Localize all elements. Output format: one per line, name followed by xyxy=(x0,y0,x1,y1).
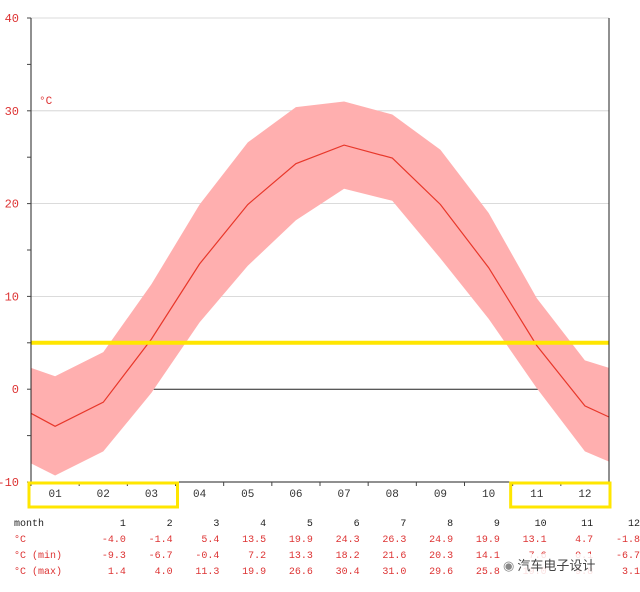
table-cell: 31.0 xyxy=(382,566,407,578)
table-cell: 29.6 xyxy=(429,566,454,578)
table-cell: 19.9 xyxy=(288,534,313,546)
table-month: 2 xyxy=(166,518,173,530)
x-tick-label: 07 xyxy=(337,489,350,501)
month-highlights xyxy=(27,481,612,509)
row-label: °C (min) xyxy=(14,550,63,562)
table-header-label: month xyxy=(14,518,45,530)
table-header-row: month 1 2 3 4 5 6 7 8 9 10 11 12 xyxy=(14,516,640,532)
table-cell: -1.4 xyxy=(148,534,173,546)
table-cell: 5.4 xyxy=(201,534,220,546)
table-cell: 4.0 xyxy=(154,566,173,578)
x-tick-label: 06 xyxy=(289,489,302,501)
x-tick-label: 08 xyxy=(386,489,399,501)
x-tick-label: 02 xyxy=(97,489,110,501)
min-max-band xyxy=(31,101,609,476)
month-highlight-box xyxy=(509,481,612,509)
y-tick-label: 20 xyxy=(5,198,19,212)
table-month: 12 xyxy=(627,518,640,530)
table-cell: 24.9 xyxy=(429,534,454,546)
table-month: 3 xyxy=(213,518,220,530)
y-tick-label: 0 xyxy=(12,383,19,397)
x-tick-label: 04 xyxy=(193,489,207,501)
mean-temperature-line xyxy=(30,144,610,427)
unit-label: °C xyxy=(39,96,53,108)
row-label: °C (max) xyxy=(14,566,63,578)
table-cell: 3.1 xyxy=(621,566,640,578)
table-cell: -0.4 xyxy=(195,550,220,562)
table-cell: 1.4 xyxy=(107,566,126,578)
table-cell: -9.3 xyxy=(101,550,126,562)
x-tick-label: 01 xyxy=(48,489,62,501)
wechat-icon: ◉ xyxy=(503,558,515,573)
table-cell: 4.7 xyxy=(575,534,594,546)
table-month: 4 xyxy=(260,518,267,530)
table-cell: 19.9 xyxy=(475,534,500,546)
climate-data-table: month 1 2 3 4 5 6 7 8 9 10 11 12 °C -4.0 -1.4 5.4 13.5 19.… xyxy=(14,516,640,580)
table-cell: 21.6 xyxy=(382,550,407,562)
y-tick-label: 10 xyxy=(5,290,19,304)
table-month: 7 xyxy=(400,518,407,530)
table-cell: 13.1 xyxy=(522,534,547,546)
temperature-range-band xyxy=(31,101,609,476)
table-month: 6 xyxy=(353,518,360,530)
x-tick-label: 11 xyxy=(530,489,544,501)
table-cell: -6.7 xyxy=(615,550,640,562)
table-cell: -6.7 xyxy=(148,550,173,562)
table-cell: -4.0 xyxy=(101,534,126,546)
table-cell: 24.3 xyxy=(335,534,360,546)
table-cell: 20.3 xyxy=(429,550,454,562)
table-cell: 7.2 xyxy=(248,550,267,562)
y-tick-label: 40 xyxy=(5,12,19,26)
table-cell: 26.6 xyxy=(288,566,313,578)
x-tick-label: 03 xyxy=(145,489,158,501)
table-cell: 18.2 xyxy=(335,550,360,562)
y-tick-label: -10 xyxy=(0,476,19,490)
table-cell: 25.8 xyxy=(475,566,500,578)
climate-chart: 40 30 20 10 0 -10 01 02 03 04 05 06 07 08 09 10 11 12 °C xyxy=(0,12,612,509)
table-month: 1 xyxy=(119,518,126,530)
table-month: 8 xyxy=(447,518,454,530)
table-month: 9 xyxy=(493,518,500,530)
table-cell: -1.8 xyxy=(615,534,640,546)
x-tick-label: 12 xyxy=(578,489,591,501)
table-cell: 14.1 xyxy=(475,550,500,562)
table-cell: 30.4 xyxy=(335,566,360,578)
y-tick-label: 30 xyxy=(5,105,19,119)
row-label: °C xyxy=(14,534,27,546)
mean-line xyxy=(30,144,610,427)
table-cell: 13.3 xyxy=(288,550,313,562)
table-cell: 26.3 xyxy=(382,534,407,546)
x-axis-ticks: 01 02 03 04 05 06 07 08 09 10 11 12 xyxy=(30,482,592,501)
watermark-text: 汽车电子设计 xyxy=(517,558,596,573)
x-tick-label: 09 xyxy=(434,489,447,501)
x-tick-label: 10 xyxy=(482,489,495,501)
table-cell: 19.9 xyxy=(242,566,267,578)
y-axis-ticks: 40 30 20 10 0 -10 xyxy=(0,12,31,490)
table-month: 10 xyxy=(534,518,547,530)
month-highlight-box xyxy=(27,481,179,509)
table-row: °C -4.0 -1.4 5.4 13.5 19.9 24.3 26.3 24.9 19.9 13.… xyxy=(14,532,640,548)
table-month: 11 xyxy=(581,518,594,530)
table-cell: 13.5 xyxy=(242,534,267,546)
watermark: ◉ 汽车电子设计 xyxy=(500,554,599,575)
table-cell: 11.3 xyxy=(195,566,220,578)
table-month: 5 xyxy=(306,518,313,530)
x-tick-label: 05 xyxy=(241,489,254,501)
